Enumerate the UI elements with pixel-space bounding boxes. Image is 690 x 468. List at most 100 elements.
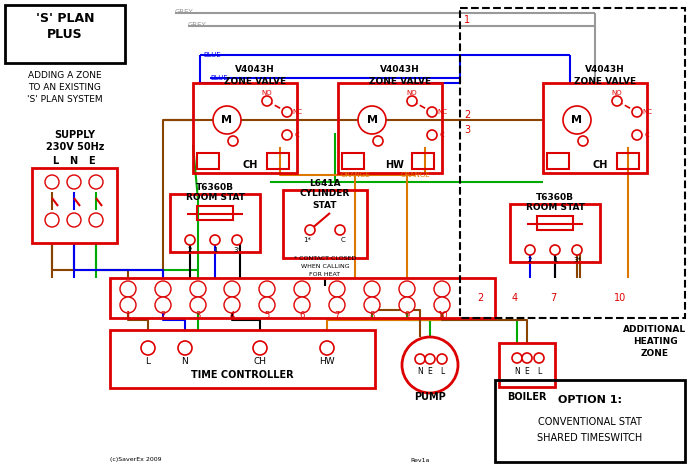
Text: 3: 3 [195,310,201,320]
Circle shape [402,337,458,393]
Bar [267,153,289,169]
Text: 3*: 3* [573,257,581,263]
Circle shape [155,281,171,297]
Bar [193,83,297,173]
Circle shape [329,281,345,297]
Text: BOILER: BOILER [507,392,546,402]
Text: ADDITIONAL: ADDITIONAL [624,326,687,335]
Circle shape [232,235,242,245]
Bar [5,5,125,63]
Bar [543,83,647,173]
Circle shape [572,245,582,255]
Text: E: E [428,366,433,375]
Circle shape [45,213,59,227]
Text: CONVENTIONAL STAT: CONVENTIONAL STAT [538,417,642,427]
Text: 9: 9 [404,310,410,320]
Text: NO: NO [262,90,273,96]
Text: ROOM STAT: ROOM STAT [526,204,584,212]
Circle shape [228,136,238,146]
Circle shape [155,297,171,313]
Text: L641A: L641A [309,178,341,188]
Text: 3*: 3* [233,247,241,253]
Text: NC: NC [292,109,302,115]
Circle shape [190,297,206,313]
Bar [110,278,495,318]
Text: N: N [417,366,423,375]
Circle shape [364,281,380,297]
Text: WHEN CALLING: WHEN CALLING [301,264,349,270]
Circle shape [407,96,417,106]
Bar [283,190,367,258]
Text: 3: 3 [464,125,470,135]
Circle shape [399,297,415,313]
Text: NO: NO [612,90,622,96]
Text: ORANGE: ORANGE [400,172,430,178]
Circle shape [282,130,292,140]
Circle shape [427,130,437,140]
Text: V4043H: V4043H [235,66,275,74]
Circle shape [632,107,642,117]
Circle shape [213,106,241,134]
Bar [197,153,219,169]
Circle shape [320,341,334,355]
Bar [547,153,569,169]
Text: 'S' PLAN: 'S' PLAN [36,13,95,25]
Text: C: C [341,237,346,243]
Bar [412,153,434,169]
Text: 2: 2 [160,310,166,320]
Circle shape [525,245,535,255]
Text: 7: 7 [550,293,556,303]
Text: 2: 2 [477,293,483,303]
Bar [170,194,260,252]
Text: N: N [181,358,188,366]
Text: 'S' PLAN SYSTEM: 'S' PLAN SYSTEM [27,95,103,103]
Text: (c)SaverEx 2009: (c)SaverEx 2009 [110,458,161,462]
Circle shape [329,297,345,313]
Circle shape [434,281,450,297]
Text: ZONE VALVE: ZONE VALVE [224,78,286,87]
Circle shape [120,297,136,313]
Circle shape [89,175,103,189]
Text: ZONE VALVE: ZONE VALVE [574,78,636,87]
Text: L: L [52,156,58,166]
Text: 230V 50Hz: 230V 50Hz [46,142,104,152]
Text: M: M [571,115,582,125]
Bar [499,343,555,387]
Circle shape [294,281,310,297]
Text: 8: 8 [369,310,375,320]
Text: N: N [69,156,77,166]
Text: CH: CH [592,160,608,170]
Circle shape [512,353,522,363]
Text: L: L [440,366,444,375]
Circle shape [632,130,642,140]
Bar [342,153,364,169]
Circle shape [305,225,315,235]
Text: C: C [440,132,444,138]
Text: V4043H: V4043H [380,66,420,74]
Text: FOR HEAT: FOR HEAT [309,272,341,278]
Circle shape [120,281,136,297]
Text: 2: 2 [188,247,193,253]
Text: ROOM STAT: ROOM STAT [186,193,244,203]
Text: PLUS: PLUS [47,28,83,41]
Bar [510,204,600,262]
Circle shape [190,281,206,297]
Text: GREY: GREY [188,22,207,28]
Text: ZONE: ZONE [641,350,669,358]
Circle shape [178,341,192,355]
Text: ADDING A ZONE: ADDING A ZONE [28,71,102,80]
Text: HEATING: HEATING [633,337,678,346]
Bar [197,206,233,220]
Circle shape [259,297,275,313]
Text: ORANGE: ORANGE [340,172,370,178]
Text: L: L [146,358,150,366]
Bar [617,153,639,169]
Text: NC: NC [437,109,447,115]
Text: 1: 1 [126,310,130,320]
Circle shape [612,96,622,106]
Text: C: C [295,132,299,138]
Text: N: N [514,367,520,376]
Circle shape [141,341,155,355]
Bar [338,83,442,173]
Text: HW: HW [319,358,335,366]
